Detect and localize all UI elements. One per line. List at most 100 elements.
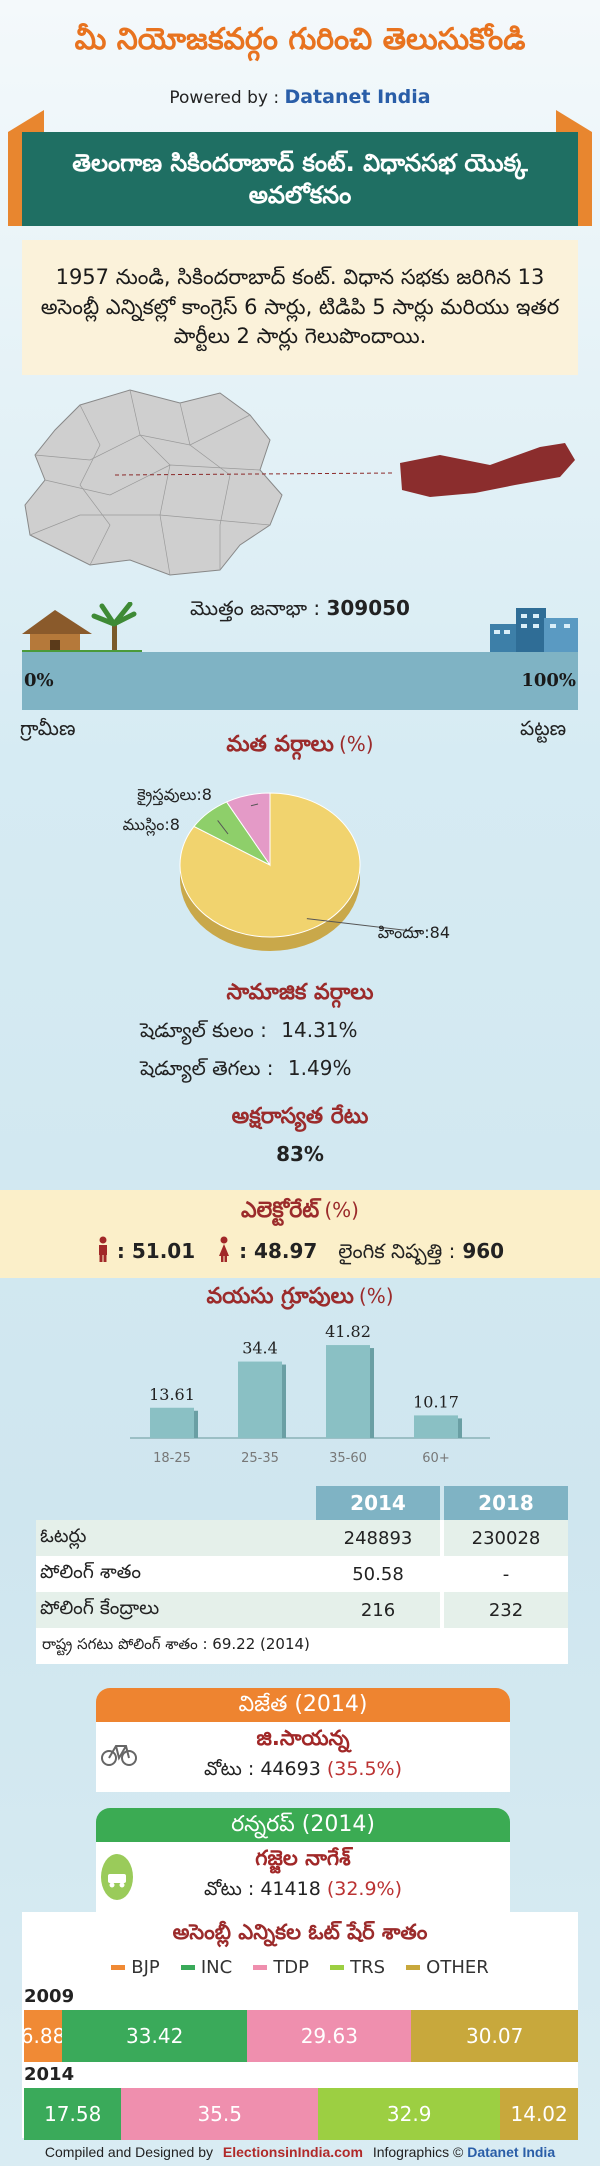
population-line: మొత్తం జనాభా : 309050 (0, 596, 600, 625)
category-label: 18-25 (153, 1451, 191, 1466)
vote-share-segment-tdp: 29.63 (247, 2010, 412, 2062)
winner-name: జి.సాయన్న (256, 1726, 350, 1750)
legend-label: OTHER (426, 1957, 489, 1978)
constituency-title: తెలంగాణ సికిందరాబాద్ కంట్. విధానసభ యొక్క… (22, 132, 578, 226)
religion-heading: మత వర్గాలు (%) (0, 732, 600, 762)
category-label: 35-60 (329, 1451, 367, 1466)
runnerup-card: రన్నరప్ (2014) గజ్జెల నాగేశ్ వోటు : 4141… (96, 1808, 510, 1912)
female-percent: : 48.97 (239, 1239, 318, 1263)
religion-unit: (%) (339, 732, 374, 756)
bar-value-label: 10.17 (413, 1392, 459, 1411)
bar-shade (370, 1348, 374, 1438)
ribbon-fold-right (556, 110, 592, 132)
literacy-title: అక్షరాస్యత రేటు (231, 1104, 369, 1129)
bar-60+ (414, 1415, 458, 1438)
legend-trs: TRS (330, 1957, 385, 1978)
runnerup-name: గజ్జెల నాగేశ్ (255, 1846, 351, 1870)
sc-line: షెడ్యూల్ కులం : 14.31% (140, 1018, 358, 1047)
footer-elections: ElectionsinIndia (222, 2144, 331, 2160)
constituency-shape (400, 443, 575, 497)
sc-label: షెడ్యూల్ కులం : (140, 1018, 267, 1042)
category-label: 60+ (422, 1451, 449, 1466)
district-lines (29, 389, 271, 576)
bar-value-label: 13.61 (149, 1385, 195, 1404)
table-row: పోలింగ్ శాతం 50.58 - (36, 1556, 568, 1592)
voters-2014: 248893 (343, 1527, 413, 1549)
bar-shade (194, 1410, 198, 1438)
row-label-turnout: పోలింగ్ శాతం (40, 1560, 142, 1583)
turnout-2018: - (502, 1563, 510, 1585)
runnerup-body: గజ్జెల నాగేశ్ వోటు : 41418 (32.9%) (96, 1842, 510, 1912)
pie-slice (225, 792, 271, 867)
urban-percent-label: 100% (521, 670, 576, 691)
bar-value-label: 41.82 (325, 1322, 371, 1341)
runnerup-votes: వోటు : 41418 (32.9%) (96, 1878, 510, 1905)
electorate-title: ఎలెక్టోరేట్ (241, 1198, 320, 1223)
legend-label: TRS (350, 1957, 386, 1978)
footer-dotcom: .com (330, 2144, 363, 2160)
st-line: షెడ్యూల్ తెగలు : 1.49% (140, 1056, 351, 1085)
urban-label: పట్టణ (520, 716, 567, 740)
stats-header-2014: 2014 (316, 1486, 440, 1520)
vote-share-segment-other: 30.07 (411, 2010, 578, 2062)
runnerup-year: (2014) (301, 1812, 375, 1837)
population-value: 309050 (326, 596, 410, 620)
legend-inc: INC (180, 1957, 232, 1978)
winner-body: జి.సాయన్న వోటు : 44693 (35.5%) (96, 1722, 510, 1792)
legend-label: BJP (131, 1957, 160, 1978)
electorate-box: ఎలెక్టోరేట్ (%) : 51.01 : 48.97 లైంగిక న… (0, 1190, 600, 1278)
row-label-stations: పోలింగ్ కేంద్రాలు (40, 1596, 160, 1619)
male-percent: : 51.01 (116, 1239, 196, 1263)
sc-value: 14.31% (281, 1018, 358, 1042)
sex-ratio-label: లైంగిక నిష్పత్తి : (338, 1239, 456, 1263)
vote-share-segment-inc: 17.58 (24, 2088, 122, 2140)
runnerup-header: రన్నరప్ (2014) (96, 1808, 510, 1842)
table-row: పోలింగ్ కేంద్రాలు 216 232 (36, 1592, 568, 1628)
ribbon-left-tab (8, 132, 22, 226)
vote-share-segment-trs: 32.9 (318, 2088, 501, 2140)
social-groups-title: సామాజిక వర్గాలు (226, 980, 374, 1005)
legend-bjp: BJP (111, 1957, 160, 1978)
winner-votes-pct: (35.5%) (326, 1758, 403, 1780)
male-icon (98, 1236, 107, 1262)
vote-share-segment-inc: 33.42 (62, 2010, 248, 2062)
runnerup-votes-label: వోటు : 41418 (203, 1878, 321, 1900)
turnout-2014: 50.58 (352, 1563, 404, 1585)
footer: Compiled and Designed by ElectionsinIndi… (0, 2144, 600, 2160)
winner-votes-label: వోటు : 44693 (203, 1758, 321, 1780)
powered-by-brand: Datanet India (284, 86, 431, 108)
powered-by-prefix: Powered by : (169, 88, 285, 108)
bar-shade (282, 1364, 286, 1438)
literacy-value: 83% (276, 1142, 324, 1166)
pie-leader-line (250, 803, 259, 807)
ribbon-right-tab (578, 132, 592, 226)
urban-fill (22, 652, 578, 710)
rural-percent-label: 0% (24, 670, 54, 691)
pie-leader-line (217, 820, 229, 835)
runnerup-votes-pct: (32.9%) (326, 1878, 403, 1900)
pie-label: హిందూ:84 (378, 923, 450, 942)
bar-shade (458, 1418, 462, 1438)
category-label: 25-35 (241, 1451, 279, 1466)
year-label-2009: 2009 (24, 1986, 75, 2007)
table-row: ఓటర్లు 248893 230028 (36, 1520, 568, 1556)
vote-share-title: అసెంబ్లీ ఎన్నికల ఓట్ షేర్ శాతం (172, 1920, 428, 1944)
stats-header-row: 2014 2018 (36, 1486, 568, 1520)
religion-pie-chart: హిందూ:84 ముస్లిం:8 క్రైస్తవులు:8 (123, 785, 450, 951)
stats-table: 2014 2018 ఓటర్లు 248893 230028 పోలింగ్ శ… (36, 1486, 568, 1664)
state-average-footnote: రాష్ట్ర సగటు పోలింగ్ శాతం : 69.22 (2014) (36, 1628, 568, 1664)
winner-header: విజేత (2014) (96, 1688, 510, 1722)
car-icon (101, 1854, 133, 1900)
year-label-2014: 2014 (24, 2064, 75, 2085)
age-groups-bar-chart: 13.61 18-25 34.4 25-35 41.82 35-60 10.17 60+ (130, 1322, 490, 1466)
row-label-voters: ఓటర్లు (40, 1524, 87, 1547)
runnerup-head-label: రన్నరప్ (231, 1812, 295, 1837)
legend-other: OTHER (406, 1957, 489, 1978)
electorate-heading: ఎలెక్టోరేట్ (%) (0, 1198, 600, 1228)
winner-year: (2014) (294, 1692, 368, 1717)
state-map (24, 389, 575, 576)
page-header-title: మీ నియోజకవర్గం గురించి తెలుసుకోండి (74, 22, 526, 57)
rural-label: గ్రామీణ (20, 716, 76, 740)
powered-by: Powered by : Datanet India (0, 86, 600, 108)
footer-compiled: Compiled and Designed by (44, 2144, 213, 2160)
